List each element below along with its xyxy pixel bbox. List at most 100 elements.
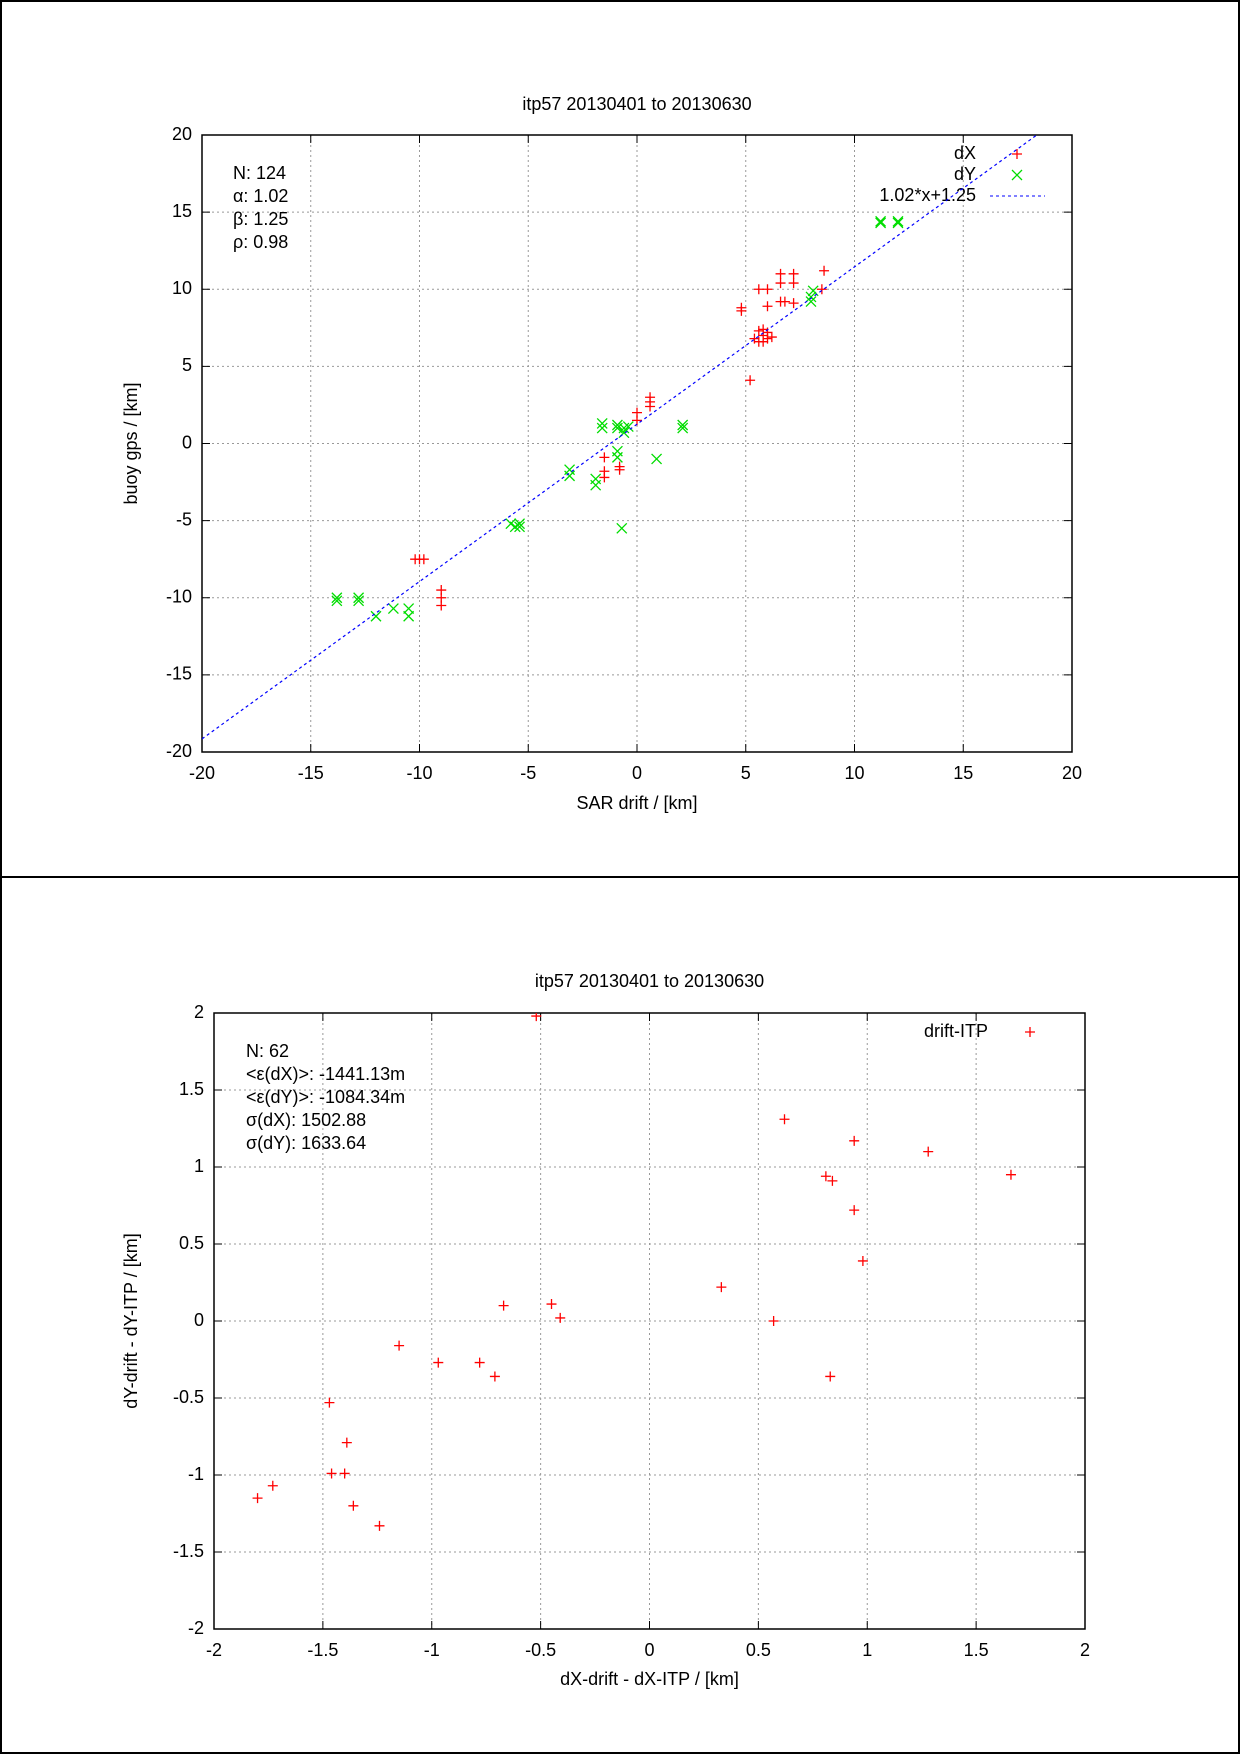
y-tick-label: 20 [172, 124, 192, 144]
point [677, 422, 689, 434]
stats-annotation: α: 1.02 [233, 186, 288, 206]
legend-label: drift-ITP [924, 1021, 988, 1041]
y-tick-label: -1.5 [173, 1541, 204, 1561]
stats-annotation: ρ: 0.98 [233, 232, 288, 252]
y-tick-label: 5 [182, 355, 192, 375]
point [753, 284, 764, 295]
y-tick-label: 1 [194, 1156, 204, 1176]
point [403, 610, 415, 622]
x-tick-label: -15 [298, 763, 324, 783]
plot-frame [201, 134, 1073, 753]
point [324, 1397, 335, 1408]
x-tick-label: -1 [424, 1640, 440, 1660]
point [418, 554, 429, 565]
point [331, 592, 343, 604]
point [645, 401, 656, 412]
point [474, 1357, 485, 1368]
y-axis-label: dY-drift - dY-ITP / [km] [121, 1233, 141, 1408]
y-tick-label: 0 [182, 432, 192, 452]
point [775, 268, 786, 279]
x-tick-label: -20 [189, 763, 215, 783]
point [892, 215, 904, 227]
point [489, 1371, 500, 1382]
stats-annotation: σ(dY): 1633.64 [246, 1133, 366, 1153]
point [632, 415, 642, 426]
point [331, 595, 343, 607]
point [762, 301, 773, 312]
point [326, 1468, 337, 1479]
x-tick-label: 0 [644, 1640, 654, 1660]
point [348, 1500, 359, 1511]
point [596, 417, 608, 429]
point [849, 1135, 860, 1146]
point [857, 1255, 868, 1266]
point [622, 421, 634, 432]
y-tick-label: 1.5 [179, 1079, 204, 1099]
point [599, 452, 610, 463]
point [616, 522, 628, 534]
point [736, 305, 747, 316]
x-tick-label: -5 [520, 763, 536, 783]
point [875, 217, 887, 229]
point [923, 1146, 934, 1157]
legend-label: dY [954, 164, 976, 184]
point [555, 1312, 566, 1323]
point [564, 470, 576, 482]
point [339, 1468, 350, 1479]
point [745, 375, 756, 386]
stats-annotation: <ε(dY)>: -1084.34m [246, 1087, 405, 1107]
point [599, 472, 610, 483]
point [779, 1114, 790, 1125]
stats-annotation: σ(dX): 1502.88 [246, 1110, 366, 1130]
y-tick-label: 2 [194, 1002, 204, 1022]
point [531, 1013, 542, 1022]
point [353, 592, 365, 604]
point [403, 603, 415, 615]
point [370, 610, 382, 622]
point [805, 296, 817, 308]
legend-marker [1025, 1027, 1035, 1037]
y-tick-label: -15 [166, 664, 192, 684]
point [849, 1205, 860, 1216]
point [596, 422, 608, 434]
point [766, 332, 777, 343]
point [394, 1340, 405, 1351]
point [651, 453, 663, 465]
point [788, 298, 799, 309]
point [252, 1493, 263, 1504]
y-tick-label: 0 [194, 1310, 204, 1330]
x-tick-label: 1 [862, 1640, 872, 1660]
point [436, 600, 447, 611]
y-tick-label: -1 [188, 1464, 204, 1484]
legend-label: dX [954, 143, 976, 163]
x-tick-label: 15 [953, 763, 973, 783]
point [498, 1300, 509, 1311]
fit-line [202, 135, 1038, 740]
x-tick-label: -0.5 [525, 1640, 556, 1660]
point [433, 1357, 444, 1368]
y-tick-label: 10 [172, 278, 192, 298]
point [716, 1282, 727, 1293]
point [819, 265, 830, 276]
point [825, 1371, 836, 1382]
chart-title: itp57 20130401 to 20130630 [522, 94, 751, 114]
x-tick-label: 0 [632, 763, 642, 783]
point [875, 215, 887, 227]
point [374, 1520, 385, 1531]
point [514, 521, 526, 533]
point [779, 296, 790, 307]
stats-annotation: <ε(dX)>: -1441.13m [246, 1064, 405, 1084]
point [611, 419, 623, 431]
point [768, 1316, 779, 1326]
point [387, 603, 399, 615]
x-tick-label: -10 [406, 763, 432, 783]
point [788, 278, 799, 289]
point [267, 1480, 278, 1491]
point [341, 1437, 352, 1448]
y-tick-label: -5 [176, 509, 192, 529]
legend-marker [1011, 169, 1023, 181]
point [611, 451, 623, 463]
y-tick-label: -0.5 [173, 1387, 204, 1407]
point [775, 278, 786, 289]
